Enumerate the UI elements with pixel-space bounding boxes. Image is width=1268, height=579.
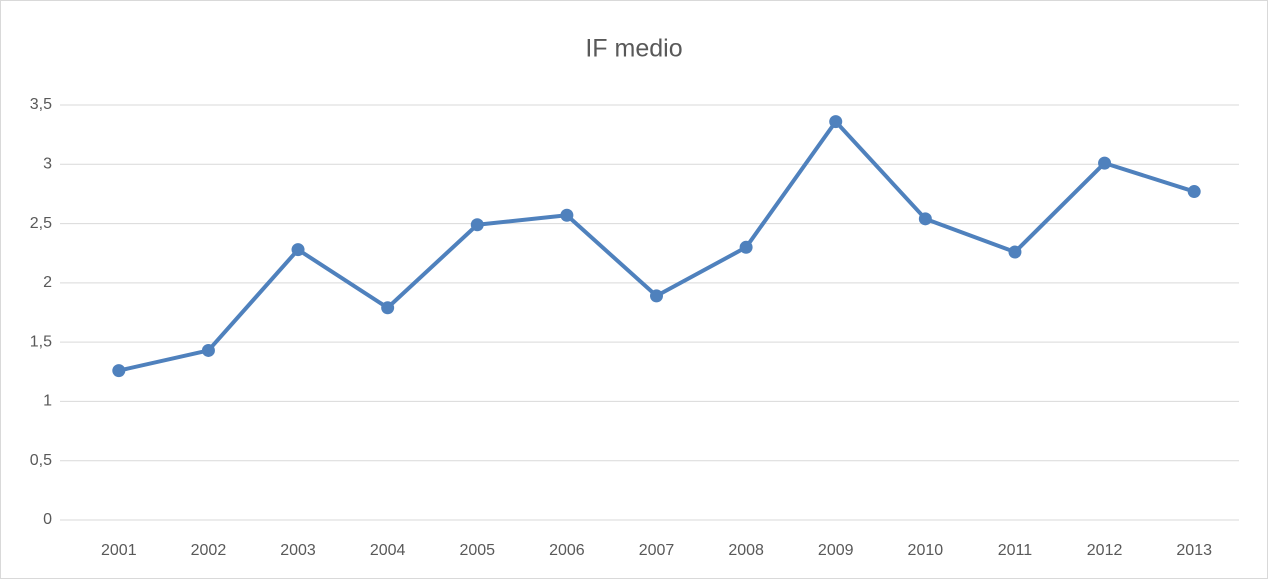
x-tick-label: 2004 xyxy=(370,542,406,559)
marker xyxy=(650,289,663,303)
x-tick-label: 2005 xyxy=(459,542,495,559)
x-tick-label: 2008 xyxy=(728,542,764,559)
marker xyxy=(739,240,753,254)
marker xyxy=(470,218,484,232)
x-tick-label: 2007 xyxy=(639,542,675,559)
x-tick-label: 2012 xyxy=(1087,542,1123,559)
marker xyxy=(1098,156,1112,170)
y-tick-label: 2 xyxy=(43,274,52,291)
marker xyxy=(1008,245,1022,259)
x-tick-label: 2009 xyxy=(818,542,854,559)
x-tick-label: 2003 xyxy=(280,542,316,559)
y-tick-label: 2,5 xyxy=(30,215,52,232)
y-tick-label: 3 xyxy=(43,156,52,173)
marker xyxy=(201,343,215,357)
y-tick-label: 1 xyxy=(43,393,52,410)
y-tick-label: 0 xyxy=(43,511,52,528)
y-tick-label: 1,5 xyxy=(30,333,52,350)
x-tick-label: 2010 xyxy=(908,542,944,559)
marker xyxy=(829,115,843,129)
y-tick-label: 0,5 xyxy=(30,452,52,469)
marker xyxy=(560,208,574,222)
x-tick-label: 2001 xyxy=(101,542,137,559)
y-tick-label: 3,5 xyxy=(30,96,52,113)
x-tick-label: 2011 xyxy=(998,542,1033,559)
x-tick-label: 2006 xyxy=(549,542,585,559)
marker xyxy=(112,364,126,378)
chart-title: IF medio xyxy=(585,35,682,63)
x-tick-label: 2013 xyxy=(1176,542,1212,559)
marker xyxy=(381,301,395,315)
marker xyxy=(291,243,305,257)
marker xyxy=(918,212,932,226)
x-tick-label: 2002 xyxy=(191,542,227,559)
marker xyxy=(1187,185,1201,199)
